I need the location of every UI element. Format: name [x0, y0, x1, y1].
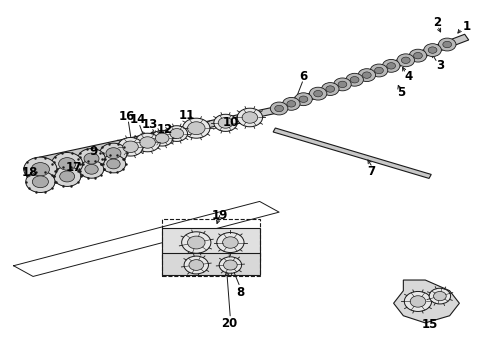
Polygon shape	[162, 228, 260, 260]
Circle shape	[101, 155, 125, 173]
Circle shape	[294, 93, 312, 105]
Circle shape	[155, 133, 169, 143]
Circle shape	[443, 41, 452, 48]
Circle shape	[424, 44, 441, 57]
Circle shape	[170, 129, 184, 139]
Circle shape	[100, 143, 127, 163]
Text: 16: 16	[119, 110, 135, 123]
Circle shape	[78, 149, 105, 168]
Circle shape	[387, 63, 395, 69]
Circle shape	[214, 114, 237, 131]
Circle shape	[410, 296, 426, 307]
Circle shape	[382, 59, 400, 72]
Circle shape	[84, 153, 99, 164]
Text: 10: 10	[222, 116, 239, 129]
Polygon shape	[272, 34, 469, 113]
Text: 17: 17	[65, 161, 82, 174]
Circle shape	[223, 260, 237, 270]
Circle shape	[53, 166, 81, 186]
Circle shape	[346, 73, 364, 86]
Text: 6: 6	[299, 70, 308, 83]
Circle shape	[397, 54, 415, 67]
Circle shape	[237, 108, 263, 127]
Circle shape	[287, 101, 295, 107]
Polygon shape	[162, 253, 260, 275]
Text: 8: 8	[236, 286, 244, 299]
Circle shape	[217, 233, 244, 252]
Circle shape	[140, 137, 155, 148]
Circle shape	[338, 81, 347, 87]
Circle shape	[184, 256, 208, 274]
Text: 9: 9	[90, 145, 98, 158]
Text: 15: 15	[422, 318, 439, 331]
Text: 2: 2	[433, 16, 441, 29]
Circle shape	[182, 232, 211, 253]
Circle shape	[51, 153, 83, 175]
Circle shape	[31, 163, 49, 176]
Text: 20: 20	[221, 317, 238, 330]
Circle shape	[270, 102, 288, 115]
Circle shape	[428, 47, 437, 53]
Circle shape	[358, 69, 375, 82]
Circle shape	[107, 159, 120, 169]
Circle shape	[188, 236, 205, 249]
Circle shape	[414, 53, 422, 59]
Circle shape	[314, 90, 322, 97]
Circle shape	[275, 105, 284, 112]
Circle shape	[118, 138, 143, 156]
Circle shape	[32, 176, 49, 188]
Circle shape	[166, 126, 188, 141]
Circle shape	[321, 82, 339, 95]
Circle shape	[439, 38, 456, 51]
Text: 14: 14	[130, 113, 146, 126]
Text: 5: 5	[397, 86, 405, 99]
Circle shape	[151, 130, 173, 146]
Circle shape	[350, 77, 359, 83]
Circle shape	[299, 96, 308, 103]
Text: 18: 18	[22, 166, 38, 179]
Circle shape	[106, 148, 121, 159]
Circle shape	[374, 67, 383, 74]
Text: 1: 1	[463, 20, 471, 33]
Text: 13: 13	[142, 118, 158, 131]
Circle shape	[26, 171, 55, 193]
Polygon shape	[393, 280, 460, 323]
Polygon shape	[273, 128, 431, 179]
Circle shape	[188, 122, 205, 135]
Circle shape	[283, 98, 300, 110]
Circle shape	[401, 57, 410, 63]
Circle shape	[85, 165, 98, 174]
Polygon shape	[39, 107, 275, 163]
Text: 12: 12	[156, 123, 173, 136]
Circle shape	[404, 292, 432, 311]
Circle shape	[24, 157, 57, 181]
Text: 7: 7	[368, 165, 376, 177]
Circle shape	[370, 64, 388, 77]
Circle shape	[334, 78, 351, 91]
Circle shape	[326, 86, 335, 92]
Circle shape	[183, 118, 210, 138]
Circle shape	[429, 288, 451, 304]
Circle shape	[434, 292, 446, 301]
Circle shape	[59, 158, 76, 170]
Circle shape	[60, 171, 74, 182]
Circle shape	[219, 257, 242, 273]
Text: 19: 19	[212, 209, 228, 222]
Circle shape	[242, 112, 258, 123]
Circle shape	[409, 49, 427, 62]
Circle shape	[222, 237, 238, 248]
Circle shape	[218, 117, 233, 128]
Text: 4: 4	[404, 70, 413, 83]
Circle shape	[79, 160, 104, 178]
Circle shape	[189, 260, 203, 270]
Circle shape	[122, 141, 138, 153]
Circle shape	[309, 87, 327, 100]
Text: 11: 11	[178, 109, 195, 122]
Circle shape	[363, 72, 371, 78]
Circle shape	[135, 133, 160, 152]
Text: 3: 3	[436, 59, 444, 72]
